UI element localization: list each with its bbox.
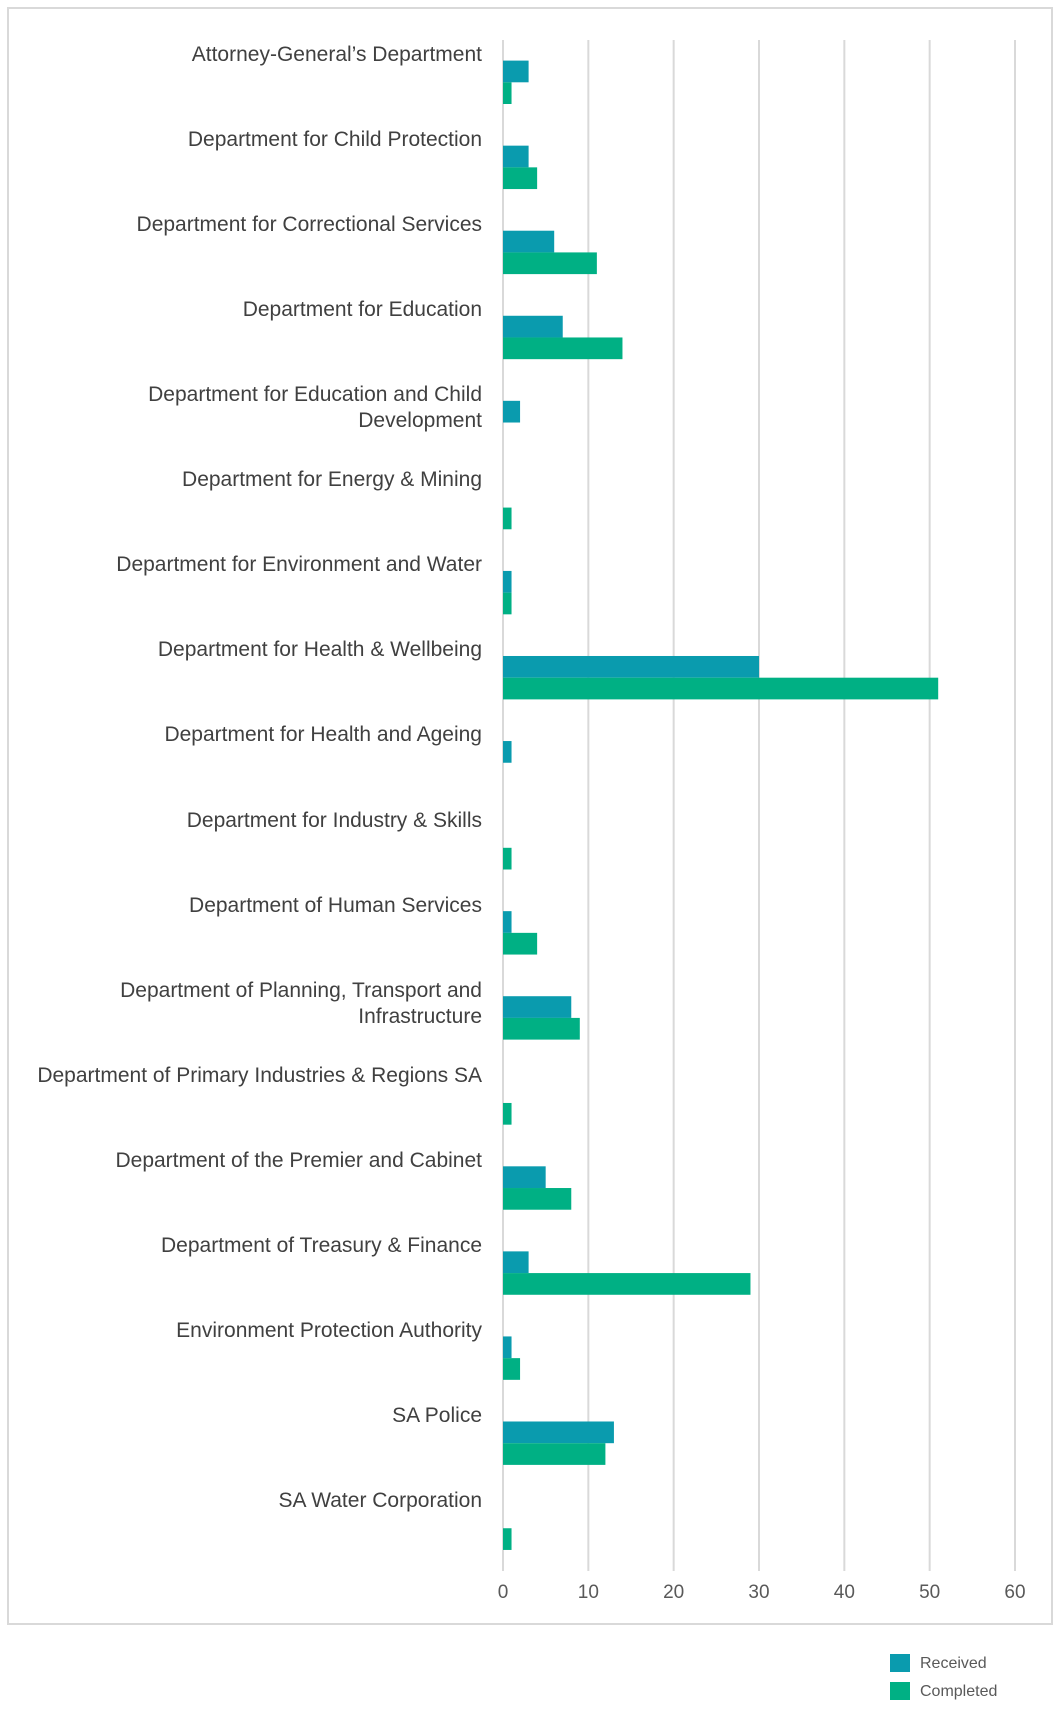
bar (503, 1336, 512, 1359)
legend-label: Received (920, 1655, 987, 1672)
bar (503, 252, 597, 275)
category-label: Department of the Premier and Cabinet (115, 1148, 482, 1172)
x-tick-label: 50 (919, 1582, 940, 1603)
bar (503, 655, 759, 678)
category-label: SA Police (392, 1403, 482, 1427)
legend-label: Completed (920, 1683, 997, 1700)
chart-frame (7, 7, 1053, 1625)
bar (503, 741, 512, 763)
bar (503, 507, 512, 530)
bar (503, 337, 623, 360)
legend-swatch (890, 1654, 910, 1672)
bar (503, 911, 512, 933)
bar (503, 145, 529, 168)
category-label: Department for Correctional Services (136, 213, 482, 237)
bar (503, 1273, 751, 1295)
bar (503, 1358, 521, 1380)
x-tick-label: 10 (578, 1582, 599, 1603)
category-label: Department for Health & Wellbeing (157, 638, 482, 662)
bar (503, 60, 529, 83)
category-label: Department for Environment and Water (116, 553, 482, 577)
category-label: Department for Education (242, 298, 482, 322)
bar (503, 1528, 512, 1550)
x-tick-label: 40 (834, 1582, 855, 1603)
bar (503, 570, 512, 593)
bar (503, 1188, 572, 1210)
category-label: Department for Education and Child Devel… (148, 383, 482, 433)
legend-swatch (890, 1682, 910, 1700)
bar (503, 677, 939, 700)
category-label: Department of Planning, Transport and In… (120, 978, 482, 1028)
bar (503, 1102, 512, 1125)
category-label: Environment Protection Authority (176, 1318, 482, 1342)
x-tick-label: 0 (498, 1582, 509, 1603)
category-label: Department for Child Protection (187, 128, 482, 152)
x-tick-label: 30 (748, 1582, 769, 1603)
bar (503, 82, 512, 104)
category-label: Department for Energy & Mining (182, 468, 482, 492)
category-label: Department for Industry & Skills (186, 808, 482, 832)
bar (503, 1251, 529, 1274)
bar (503, 932, 538, 955)
bar (503, 1166, 546, 1189)
bar (503, 400, 521, 423)
bar (503, 1421, 614, 1444)
category-label: Attorney-General’s Department (191, 43, 482, 66)
category-label: Department of Treasury & Finance (161, 1233, 482, 1257)
x-tick-label: 20 (663, 1582, 684, 1603)
category-label: Department of Human Services (189, 893, 482, 917)
bar (503, 1443, 606, 1465)
bar (503, 996, 572, 1018)
category-label: SA Water Corporation (278, 1488, 482, 1512)
bar (503, 592, 512, 615)
bar (503, 1017, 580, 1040)
bar (503, 847, 512, 870)
bar (503, 315, 563, 338)
x-tick-label: 60 (1004, 1582, 1025, 1603)
bar (503, 167, 538, 190)
bar (503, 230, 555, 253)
category-label: Department of Primary Industries & Regio… (37, 1063, 482, 1087)
category-label: Department for Health and Ageing (164, 723, 482, 747)
